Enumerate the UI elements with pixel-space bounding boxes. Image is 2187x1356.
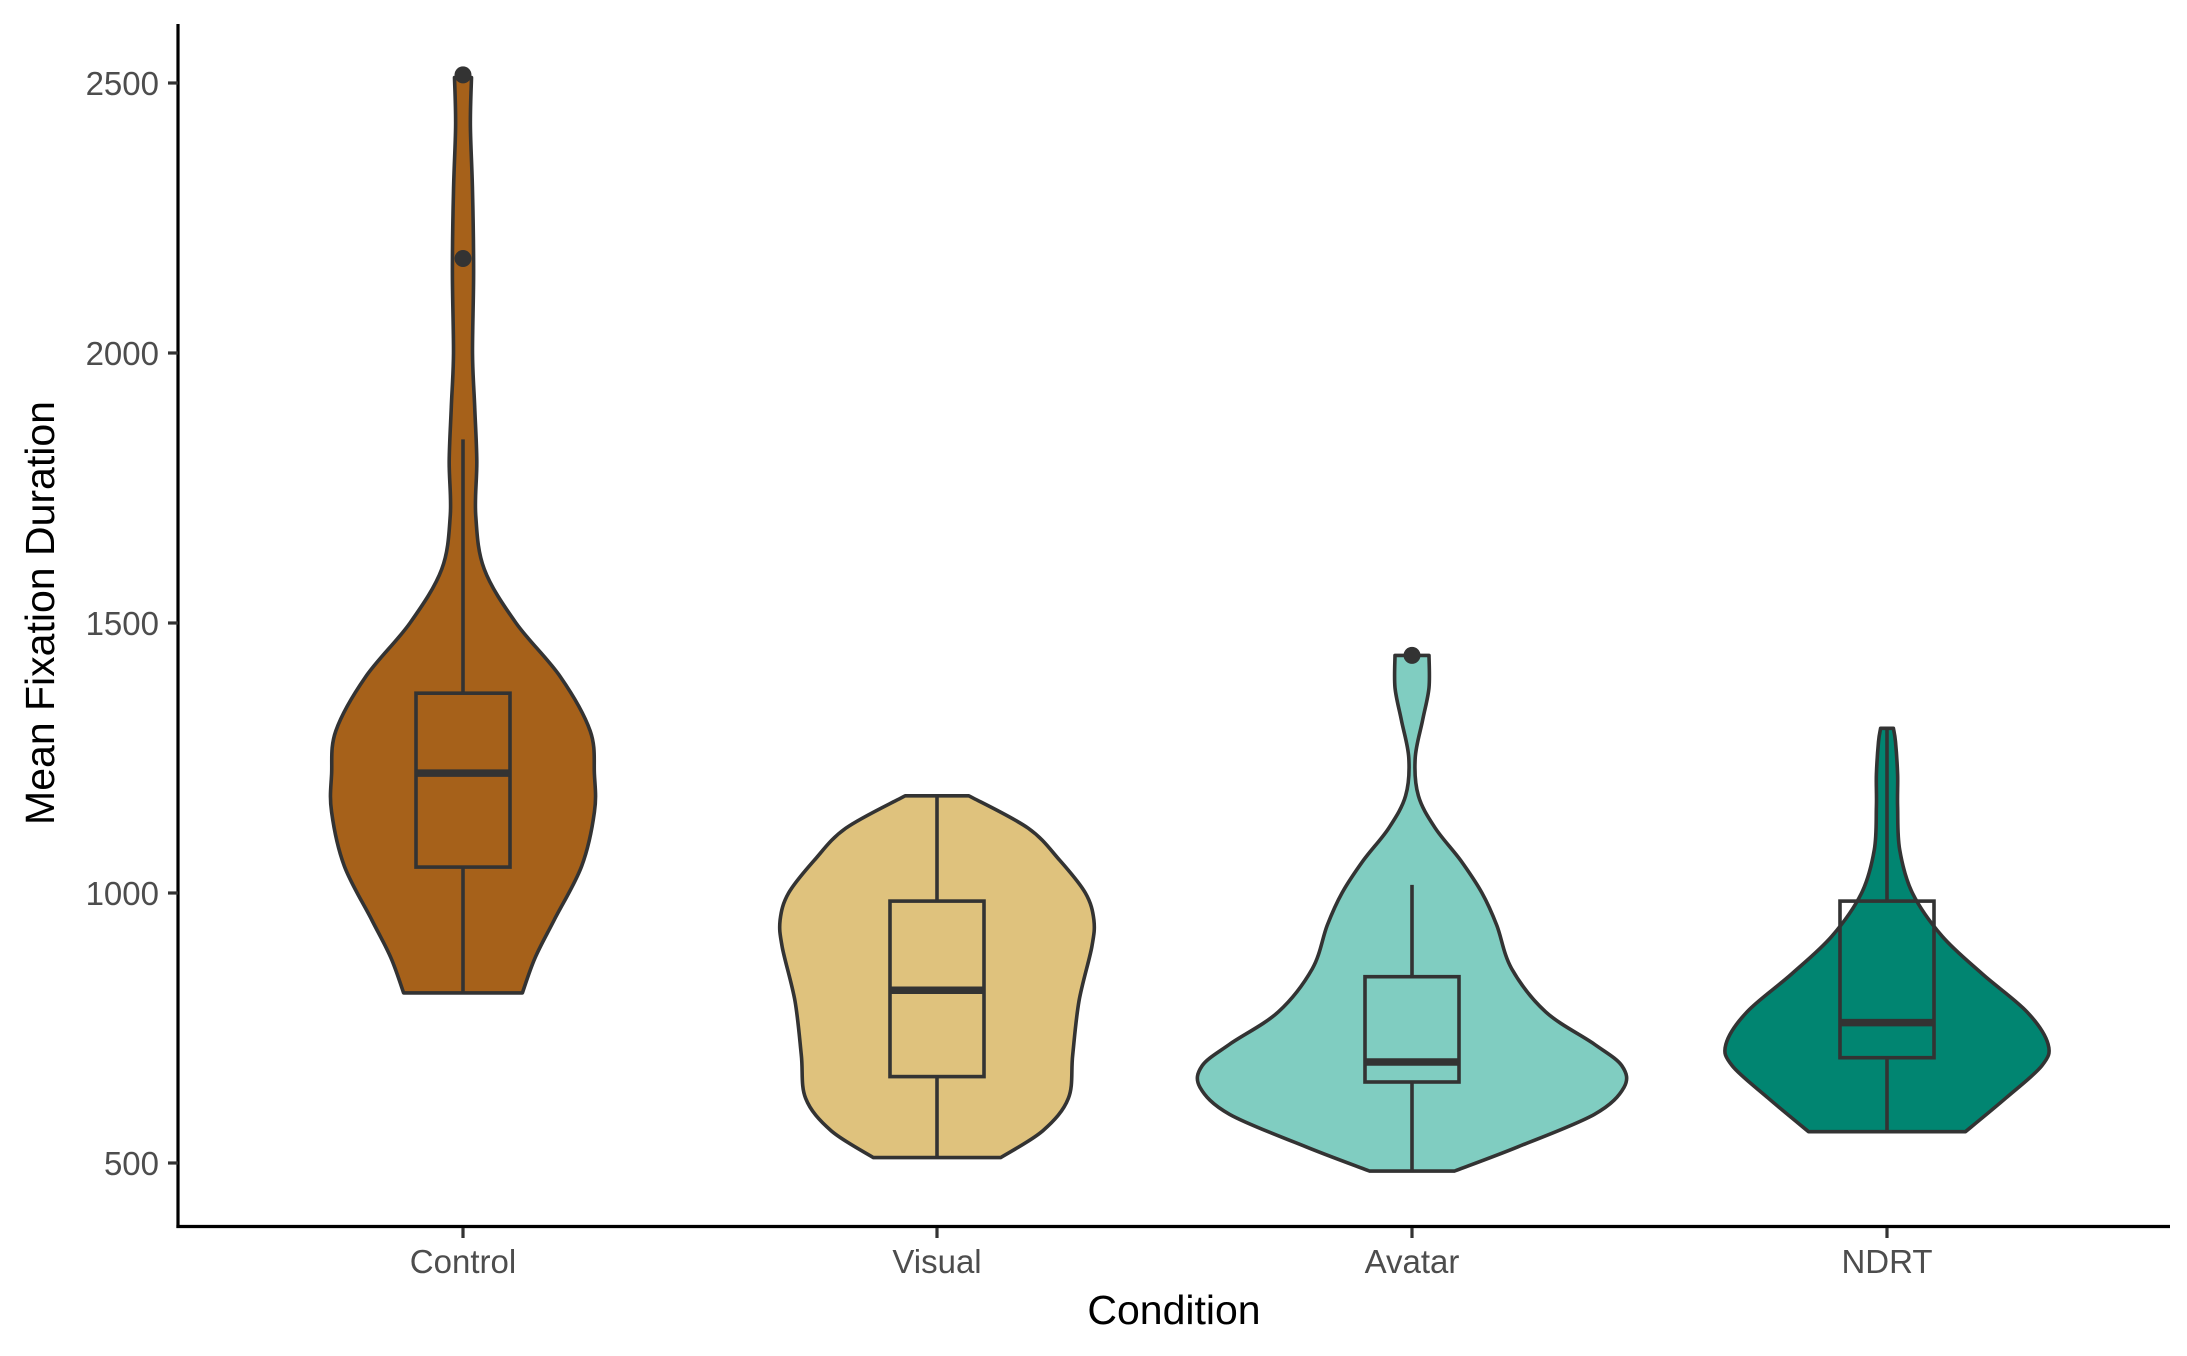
x-tick-label-visual: Visual bbox=[892, 1243, 981, 1280]
axes-layer bbox=[176, 24, 2170, 1229]
violin-visual bbox=[777, 794, 1097, 1160]
outlier-point-avatar-1 bbox=[1403, 646, 1421, 664]
outlier-point-control-2 bbox=[454, 66, 472, 84]
violin-group-ndrt bbox=[1723, 726, 2051, 1134]
violin-layer bbox=[328, 66, 2051, 1173]
y-tick-label-1500: 1500 bbox=[86, 605, 159, 642]
violin-ndrt bbox=[1723, 726, 2051, 1134]
y-tick-label-2500: 2500 bbox=[86, 65, 159, 102]
violin-group-avatar bbox=[1195, 646, 1629, 1173]
box-ndrt bbox=[1838, 899, 1936, 1060]
y-axis-title: Mean Fixation Duration bbox=[17, 401, 63, 825]
y-ticks: 500 1000 1500 2000 2500 bbox=[86, 65, 178, 1182]
box-control bbox=[414, 691, 512, 869]
x-tick-label-ndrt: NDRT bbox=[1841, 1243, 1932, 1280]
x-axis-title: Condition bbox=[1087, 1287, 1260, 1333]
x-tick-label-avatar: Avatar bbox=[1365, 1243, 1460, 1280]
y-tick-label-500: 500 bbox=[104, 1145, 159, 1182]
y-tick-label-1000: 1000 bbox=[86, 875, 159, 912]
outlier-point-control-1 bbox=[454, 250, 472, 267]
violin-group-visual bbox=[777, 794, 1097, 1160]
box-avatar bbox=[1363, 974, 1461, 1084]
violin-group-control bbox=[328, 66, 598, 995]
x-ticks: Control Visual Avatar NDRT bbox=[410, 1228, 1933, 1280]
x-tick-label-control: Control bbox=[410, 1243, 516, 1280]
y-tick-label-2000: 2000 bbox=[86, 335, 159, 372]
